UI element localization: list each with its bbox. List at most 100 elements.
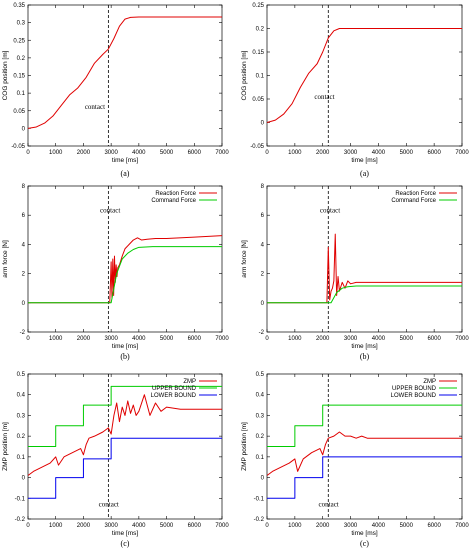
y-axis-label: COG position [m] [2, 50, 9, 100]
x-axis-label: time [ms] [112, 530, 139, 537]
y-tick-label: 8 [261, 184, 265, 190]
series-line-series-1 [28, 16, 222, 129]
y-tick-label: 0.3 [17, 21, 26, 27]
panel-caption: (a) [360, 169, 369, 178]
series-line-lower-bound [28, 437, 222, 499]
plot-frame [27, 185, 223, 333]
x-tick-label: 2000 [77, 523, 91, 529]
y-tick-label: 0.2 [17, 56, 26, 62]
x-tick-label: 1000 [288, 523, 302, 529]
panel-caption: (c) [121, 539, 130, 548]
x-tick-label: 4000 [372, 150, 386, 156]
legend-label: ZMP [423, 379, 436, 385]
legend-label: ZMP [183, 379, 196, 385]
plot-frame [266, 185, 463, 333]
y-tick-label: 0.2 [256, 434, 265, 440]
y-tick-label: 0.1 [17, 455, 26, 461]
contact-annotation: contact [319, 501, 339, 509]
x-tick-label: 2000 [77, 150, 91, 156]
contact-annotation: contact [314, 93, 334, 101]
y-tick-label: 0.1 [17, 91, 26, 97]
series-line-reaction-force [28, 235, 222, 304]
y-tick-label: -0.2 [15, 517, 26, 523]
x-tick-label: 0 [265, 523, 269, 529]
x-tick-label: 7000 [215, 336, 229, 342]
x-tick-label: 0 [265, 150, 269, 156]
series-line-zmp [267, 431, 462, 476]
y-tick-label: 0.4 [17, 393, 26, 399]
series-line-reaction-force [267, 233, 462, 304]
y-tick-label: 0 [261, 476, 265, 482]
panel-caption: (c) [360, 539, 369, 548]
series-line-lower-bound [267, 456, 462, 499]
y-tick-label: 0.25 [13, 38, 25, 44]
y-tick-label: 0.3 [256, 413, 265, 419]
x-tick-label: 2000 [316, 336, 330, 342]
y-axis-label: arm force [N] [2, 240, 9, 278]
y-tick-label: 0.05 [252, 97, 264, 103]
y-tick-label: 0 [22, 301, 26, 307]
legend-label: LOWER BOUND [391, 393, 437, 399]
panel-caption: (a) [121, 169, 130, 178]
legend-label: UPPER BOUND [152, 386, 197, 392]
chart-panel-1: 0 1000 2000 3000 4000 5000 6000 7000-0.0500.050… [2, 3, 229, 178]
x-tick-label: 4000 [132, 150, 146, 156]
x-tick-label: 5000 [160, 523, 174, 529]
y-tick-label: 0.3 [17, 413, 26, 419]
chart-panel-2: 0 1000 2000 3000 4000 5000 6000 7000-0.0500.050… [241, 3, 469, 178]
x-tick-label: 3000 [344, 523, 358, 529]
y-tick-label: 2 [22, 272, 26, 278]
x-tick-label: 4000 [132, 336, 146, 342]
y-tick-label: -0.2 [254, 517, 265, 523]
x-tick-label: 7000 [215, 150, 229, 156]
x-tick-label: 3000 [104, 336, 118, 342]
panel-caption: (b) [120, 352, 130, 361]
y-tick-label: 2 [261, 272, 265, 278]
series-line-zmp [28, 394, 222, 476]
chart-panel-6: 0 1000 2000 3000 4000 5000 6000 7000 -0.2 -0.1 0 0.… [241, 372, 469, 548]
y-tick-label: -2 [259, 330, 265, 336]
x-tick-label: 7000 [455, 336, 469, 342]
x-tick-label: 0 [265, 336, 269, 342]
x-tick-label: 5000 [160, 336, 174, 342]
x-tick-label: 6000 [427, 523, 441, 529]
y-tick-label: 0.4 [256, 393, 265, 399]
y-tick-label: 0.15 [13, 74, 25, 80]
y-tick-label: -2 [20, 330, 26, 336]
x-tick-label: 7000 [455, 523, 469, 529]
y-tick-label: 0.25 [252, 3, 264, 9]
series-line-command-force [267, 285, 462, 304]
x-tick-label: 3000 [344, 336, 358, 342]
x-tick-label: 0 [26, 336, 30, 342]
series-line-upper-bound [267, 404, 462, 447]
legend-label: Command Force [391, 198, 436, 204]
legend-label: UPPER BOUND [392, 386, 437, 392]
y-tick-label: 0.05 [13, 109, 25, 115]
y-tick-label: 0.15 [252, 50, 264, 56]
y-tick-label: -0.05 [11, 144, 25, 150]
series-line-series-1 [267, 28, 462, 123]
contact-annotation: contact [99, 501, 119, 509]
x-tick-label: 4000 [372, 336, 386, 342]
x-tick-label: 1000 [288, 150, 302, 156]
y-tick-label: 0.35 [13, 3, 25, 9]
x-axis-label: time [ms] [351, 157, 378, 164]
y-tick-label: 0 [261, 121, 265, 127]
panel-caption: (b) [360, 352, 370, 361]
x-tick-label: 6000 [427, 336, 441, 342]
series-line-command-force [28, 246, 222, 304]
chart-panel-3: 0 1000 2000 3000 4000 5000 6000 7000-202468time… [2, 184, 229, 361]
x-tick-label: 0 [26, 150, 30, 156]
y-tick-label: 0 [22, 476, 26, 482]
x-tick-label: 2000 [77, 336, 91, 342]
x-tick-label: 5000 [160, 150, 174, 156]
y-tick-label: 0.5 [256, 372, 265, 378]
y-tick-label: 6 [22, 213, 26, 219]
x-tick-label: 1000 [288, 336, 302, 342]
chart-panel-4: 0 1000 2000 3000 4000 5000 6000 7000-202468time… [241, 184, 469, 361]
legend-label: Reaction Force [155, 191, 196, 197]
y-tick-label: 0 [261, 301, 265, 307]
x-tick-label: 4000 [132, 523, 146, 529]
x-tick-label: 3000 [104, 523, 118, 529]
x-axis-label: time [ms] [112, 157, 139, 164]
